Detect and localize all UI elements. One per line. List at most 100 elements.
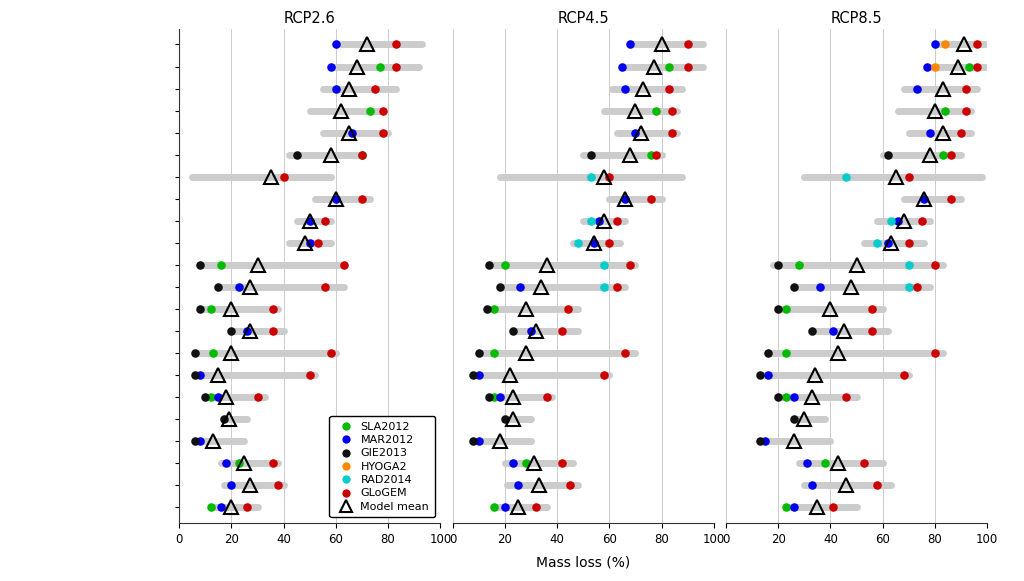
Point [785,503,802,512]
Point [492,393,508,402]
Point [895,371,911,380]
Point [961,62,977,71]
Point [486,349,503,358]
Point [601,172,617,181]
Point [785,393,802,402]
Point [825,327,842,336]
Point [223,480,240,490]
Point [680,40,696,49]
Point [205,349,221,358]
Point [465,371,481,380]
Point [942,150,958,159]
Point [760,349,776,358]
Point [864,327,881,336]
Point [497,415,513,424]
Title: RCP4.5: RCP4.5 [557,12,609,27]
Point [664,106,680,115]
Point [627,128,644,137]
Point [239,503,255,512]
Point [880,150,896,159]
Point [231,282,248,292]
Point [662,62,678,71]
Point [883,216,899,225]
Point [191,260,208,270]
Point [825,503,842,512]
Point [270,480,287,490]
Point [890,216,906,225]
Point [804,327,820,336]
Point [265,327,282,336]
Point [752,437,768,446]
Point [927,349,943,358]
Point [213,260,229,270]
Point [481,393,498,402]
Point [609,282,626,292]
Point [583,216,599,225]
Point [471,349,487,358]
Point [648,106,665,115]
Point [354,150,371,159]
Point [215,415,231,424]
Point [942,194,958,203]
Point [372,62,388,71]
Point [210,282,226,292]
Point [323,62,339,71]
Point [778,304,795,314]
Point [317,282,334,292]
Point [471,437,487,446]
Point [919,62,935,71]
Point [213,503,229,512]
Point [191,304,208,314]
Point [539,393,555,402]
Point [486,393,503,402]
Point [186,371,203,380]
Point [969,40,985,49]
Point [817,459,834,468]
Point [935,150,951,159]
Point [354,150,371,159]
Point [562,480,579,490]
Point [223,327,240,336]
Point [505,327,521,336]
Point [517,459,534,468]
Point [481,260,498,270]
Point [497,503,513,512]
Point [901,172,918,181]
Point [522,327,539,336]
Point [210,393,226,402]
Point [958,84,975,93]
Point [492,282,508,292]
Point [927,62,943,71]
Point [922,128,938,137]
Point [203,304,219,314]
Point [596,282,612,292]
Point [804,480,820,490]
Point [328,84,344,93]
Point [275,172,292,181]
Point [375,128,391,137]
Point [465,437,481,446]
Point [596,371,612,380]
Point [317,216,334,225]
Point [554,327,570,336]
Point [512,282,528,292]
Point [643,150,659,159]
Point [916,194,933,203]
Point [323,349,339,358]
Point [927,260,943,270]
Point [471,371,487,380]
Legend: SLA2012, MAR2012, GIE2013, HYOGA2, RAD2014, GLoGEM, Model mean: SLA2012, MAR2012, GIE2013, HYOGA2, RAD20… [330,416,435,517]
Point [614,62,631,71]
Point [908,84,925,93]
Point [643,194,659,203]
Point [486,304,503,314]
Point [680,62,696,71]
Point [186,349,203,358]
Point [191,371,208,380]
Point [591,216,607,225]
Point [497,260,513,270]
Point [778,393,795,402]
Point [265,459,282,468]
Point [864,304,881,314]
Point [616,194,633,203]
